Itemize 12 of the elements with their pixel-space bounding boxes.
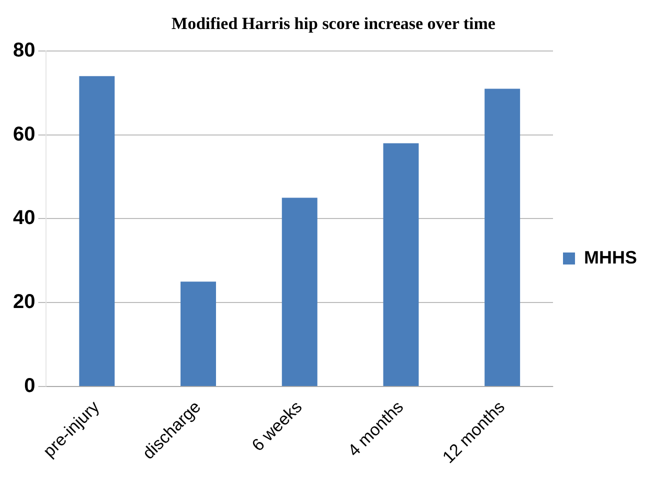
chart-title: Modified Harris hip score increase over time (170, 14, 496, 35)
y-tick-label: 60 (12, 123, 36, 146)
y-tick-label: 40 (12, 207, 36, 230)
bar (484, 88, 520, 386)
y-tick-label: 80 (12, 40, 36, 62)
legend-label: MHHS (584, 247, 637, 268)
y-tick-label: 20 (12, 291, 36, 314)
bar (383, 143, 419, 386)
bar (180, 282, 216, 386)
bar (282, 198, 318, 386)
y-tick-label: 0 (24, 374, 36, 397)
bar (79, 76, 115, 386)
